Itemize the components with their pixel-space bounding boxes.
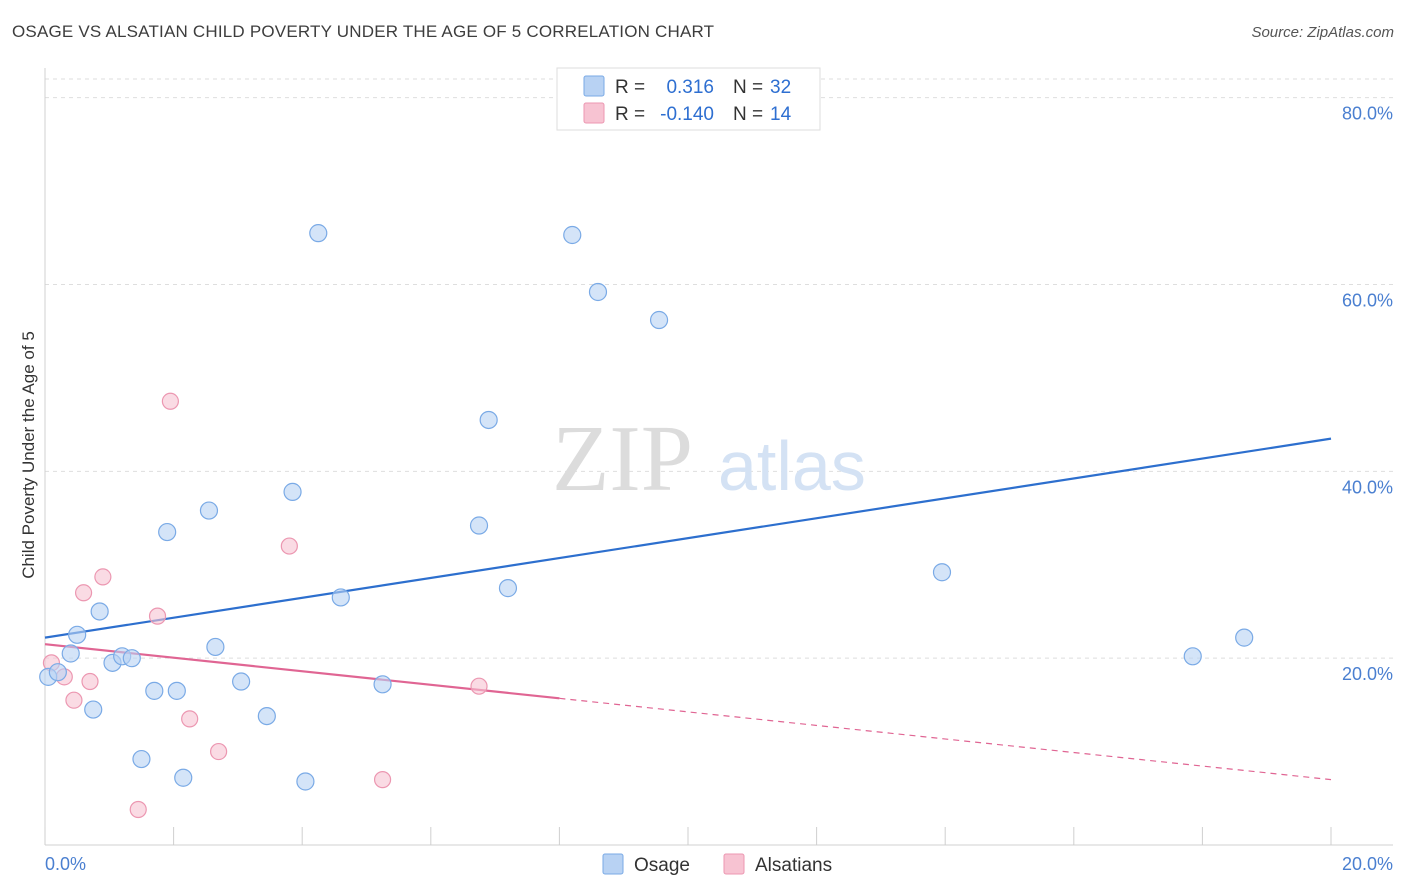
osage-point bbox=[122, 649, 141, 668]
osage-point bbox=[373, 675, 392, 694]
bottom-legend-alsatian-label: Alsatians bbox=[755, 855, 832, 876]
alsatian-point bbox=[65, 691, 83, 709]
bottom-legend-alsatian-swatch bbox=[723, 853, 745, 875]
osage-point bbox=[309, 224, 328, 243]
y-tick-label: 60.0% bbox=[1342, 291, 1393, 311]
osage-point bbox=[61, 644, 80, 663]
bottom-legend-osage-swatch bbox=[602, 853, 624, 875]
trend-line-osage bbox=[44, 437, 1332, 639]
legend-alsatian-n-label: N = bbox=[733, 104, 763, 125]
osage-point bbox=[145, 681, 164, 700]
legend-osage-r-value: 0.316 bbox=[666, 77, 714, 98]
osage-point bbox=[296, 772, 315, 791]
osage-point bbox=[84, 700, 103, 719]
osage-point bbox=[331, 588, 350, 607]
alsatian-point bbox=[148, 607, 167, 625]
alsatian-point bbox=[94, 568, 112, 586]
osage-point bbox=[498, 579, 518, 598]
watermark-atlas: atlas bbox=[718, 427, 866, 505]
osage-point bbox=[1183, 647, 1202, 666]
legend: R = 0.316 N = 32 R = -0.140 N = 14 bbox=[556, 67, 821, 131]
osage-point bbox=[1235, 628, 1254, 647]
legend-osage-n-value: 32 bbox=[770, 77, 791, 98]
legend-osage-r-label: R = bbox=[615, 77, 645, 98]
osage-point bbox=[48, 663, 67, 682]
osage-point bbox=[199, 501, 219, 520]
legend-alsatian-swatch bbox=[583, 102, 605, 124]
alsatian-point bbox=[181, 710, 199, 728]
tick-labels: 20.0% 40.0% 60.0% 80.0% 0.0% 20.0% bbox=[45, 104, 1393, 874]
source-label: Source: ZipAtlas.com bbox=[1251, 24, 1394, 41]
watermark: ZIP atlas bbox=[552, 407, 866, 511]
osage-point bbox=[206, 637, 225, 657]
alsatian-point bbox=[129, 800, 147, 819]
axes-layer bbox=[44, 68, 1393, 846]
alsatian-point bbox=[470, 677, 488, 695]
alsatian-point bbox=[373, 771, 392, 789]
osage-point bbox=[563, 225, 582, 245]
osage-point bbox=[283, 482, 302, 501]
alsatian-point bbox=[210, 742, 228, 761]
chart-title: OSAGE VS ALSATIAN CHILD POVERTY UNDER TH… bbox=[12, 22, 715, 41]
y-axis-label: Child Poverty Under the Age of 5 bbox=[19, 331, 38, 579]
osage-point bbox=[174, 768, 193, 787]
osage-point bbox=[479, 410, 498, 430]
x-tick-label-min: 0.0% bbox=[45, 854, 86, 874]
x-tick-label-max: 20.0% bbox=[1342, 854, 1393, 874]
osage-point bbox=[132, 749, 151, 769]
bottom-legend-osage-label: Osage bbox=[634, 855, 690, 876]
legend-alsatian-n-value: 14 bbox=[770, 104, 792, 125]
osage-point bbox=[469, 516, 489, 535]
osage-point bbox=[649, 310, 669, 330]
legend-alsatian-r-label: R = bbox=[615, 104, 645, 125]
osage-point bbox=[257, 706, 276, 726]
watermark-zip: ZIP bbox=[552, 407, 693, 511]
y-tick-label: 20.0% bbox=[1342, 664, 1393, 684]
y-tick-label: 80.0% bbox=[1342, 104, 1393, 124]
osage-point bbox=[232, 672, 251, 691]
legend-osage-swatch bbox=[583, 75, 605, 97]
osage-point bbox=[68, 625, 87, 644]
osage-point bbox=[90, 602, 109, 621]
points-layer bbox=[39, 224, 1254, 819]
legend-alsatian-r-value: -0.140 bbox=[660, 104, 714, 125]
osage-point bbox=[158, 522, 177, 542]
osage-point bbox=[588, 282, 608, 302]
grid-layer bbox=[45, 78, 1393, 659]
alsatian-point bbox=[161, 392, 179, 410]
y-tick-label: 40.0% bbox=[1342, 477, 1393, 497]
bottom-legend: Osage Alsatians bbox=[602, 853, 832, 876]
alsatian-point bbox=[81, 672, 99, 691]
alsatian-point bbox=[280, 537, 298, 555]
trend-line-alsatians-extension bbox=[559, 697, 1332, 781]
legend-osage-n-label: N = bbox=[733, 77, 763, 98]
osage-point bbox=[932, 563, 952, 582]
alsatian-point bbox=[74, 584, 93, 602]
osage-point bbox=[167, 681, 186, 700]
